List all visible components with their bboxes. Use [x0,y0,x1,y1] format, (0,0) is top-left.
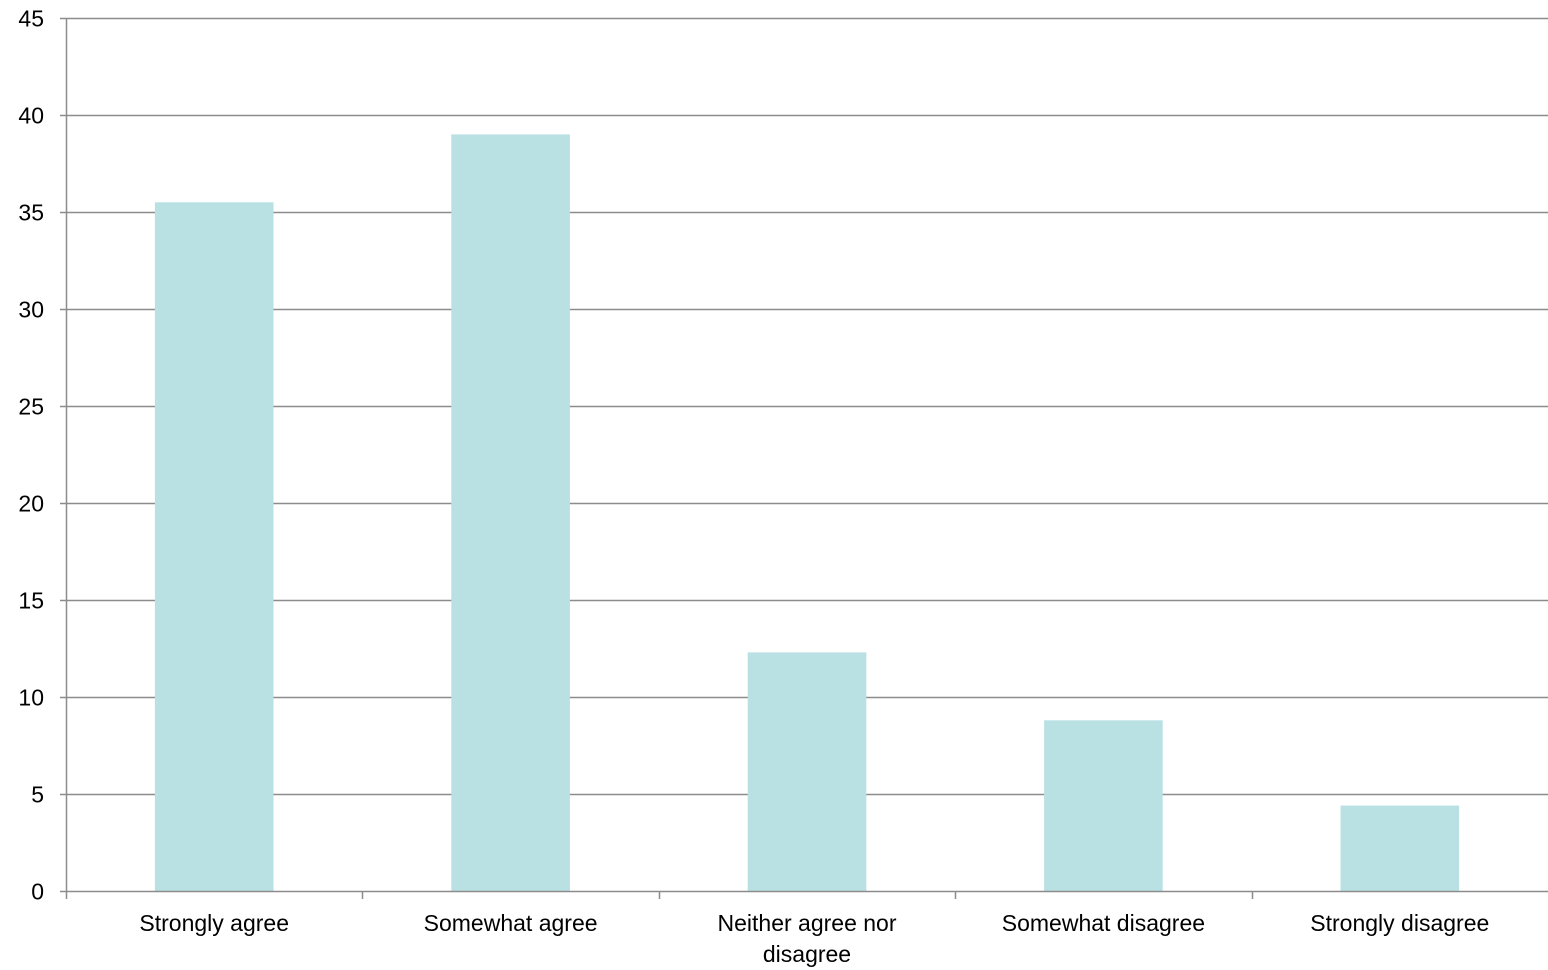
bar [154,202,274,892]
bar [1340,805,1460,891]
y-tick-label: 45 [18,6,44,32]
y-tick-label: 20 [18,491,44,517]
x-tick-label: Somewhat disagree [1002,910,1205,936]
x-tick-label: Neither agree nor disagree [718,910,897,967]
y-tick-label: 35 [18,200,44,226]
bar [1044,720,1163,891]
grid-lines [66,17,1548,796]
y-tick-label: 30 [18,297,44,323]
y-tick-label: 10 [18,685,44,711]
y-tick-label: 40 [18,103,44,129]
x-tick-label: Somewhat agree [424,910,598,936]
y-tick-labels: 0 5 10 15 20 25 30 35 40 45 [18,6,44,905]
y-tick-label: 5 [31,782,44,808]
bar [451,134,570,891]
bars [154,134,1460,892]
y-tick-label: 25 [18,394,44,420]
x-tick-label: Strongly agree [139,910,289,936]
x-tick-labels: Strongly agree Somewhat agree Neither agre… [139,910,1489,967]
x-tick-label: Strongly disagree [1310,910,1489,936]
bar [747,652,867,891]
axes [60,17,1548,899]
y-tick-label: 15 [18,588,44,614]
y-tick-label: 0 [31,879,44,905]
